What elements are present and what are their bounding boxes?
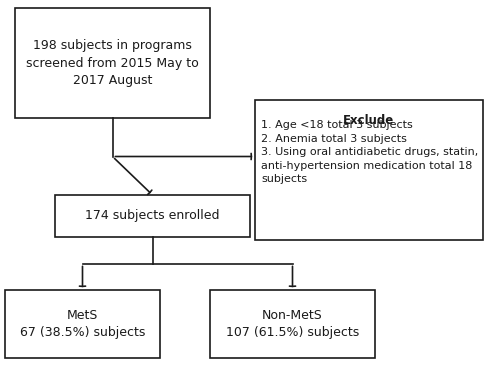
Text: 1. Age <18 total 3 subjects
2. Anemia total 3 subjects
3. Using oral antidiabeti: 1. Age <18 total 3 subjects 2. Anemia to…	[261, 120, 478, 184]
FancyBboxPatch shape	[55, 195, 250, 237]
Text: Non-MetS
107 (61.5%) subjects: Non-MetS 107 (61.5%) subjects	[226, 309, 359, 339]
Text: MetS
67 (38.5%) subjects: MetS 67 (38.5%) subjects	[20, 309, 145, 339]
FancyBboxPatch shape	[210, 290, 375, 358]
FancyBboxPatch shape	[15, 8, 210, 118]
FancyBboxPatch shape	[255, 100, 483, 240]
Text: Exclude: Exclude	[344, 114, 394, 127]
Text: 198 subjects in programs
screened from 2015 May to
2017 August: 198 subjects in programs screened from 2…	[26, 39, 199, 87]
Text: 174 subjects enrolled: 174 subjects enrolled	[85, 210, 220, 223]
FancyBboxPatch shape	[5, 290, 160, 358]
